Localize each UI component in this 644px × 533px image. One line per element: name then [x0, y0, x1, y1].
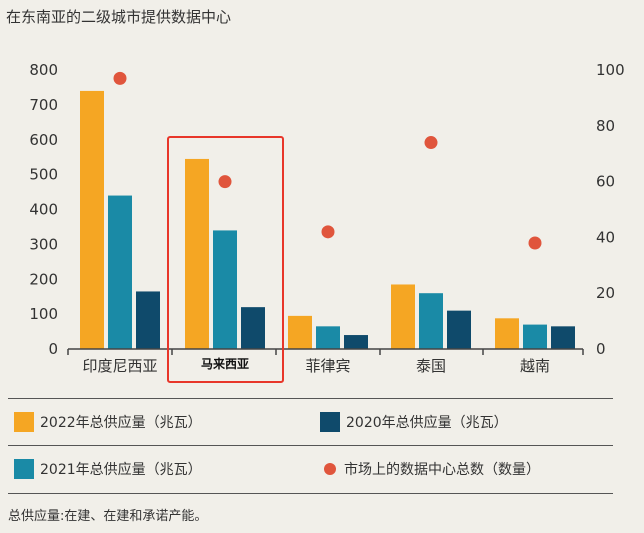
data-center-count-point	[218, 175, 232, 189]
legend-dot-datacenters	[324, 463, 336, 475]
bar	[447, 310, 471, 349]
bar	[523, 324, 547, 349]
y-left-tick-label: 500	[29, 166, 58, 184]
bar	[495, 318, 519, 349]
x-category-label: 印度尼西亚	[82, 357, 157, 375]
x-category-label: 马来西亚	[201, 356, 249, 371]
chart-title: 在东南亚的二级城市提供数据中心	[6, 8, 232, 26]
legend-label-2022: 2022年总供应量（兆瓦）	[40, 415, 202, 431]
legend-label-2020: 2020年总供应量（兆瓦）	[346, 415, 508, 431]
bar-marks	[80, 90, 575, 350]
y-left-tick-label: 0	[48, 340, 58, 358]
x-category-label: 越南	[520, 357, 550, 375]
y-left-tick-label: 800	[29, 61, 58, 79]
bar	[551, 326, 575, 349]
y-right-tick-label: 0	[596, 340, 606, 358]
highlight-box	[167, 136, 284, 383]
data-center-count-point	[424, 136, 438, 150]
legend-divider-top	[8, 398, 613, 399]
y-left-tick-label: 700	[29, 96, 58, 114]
legend: 2022年总供应量（兆瓦） 2020年总供应量（兆瓦） 2021年总供应量（兆瓦…	[8, 398, 613, 494]
bar	[288, 315, 312, 349]
y-right-tick-label: 60	[596, 173, 615, 191]
x-axis-ticks: 印度尼西亚 马来西亚 菲律宾 泰国 越南	[67, 349, 584, 375]
legend-item-datacenters: 市场上的数据中心总数（数量）	[320, 459, 540, 479]
legend-swatch-2021	[14, 459, 34, 479]
legend-swatch-2022	[14, 412, 34, 432]
data-center-count-point	[113, 71, 127, 85]
x-category-label: 泰国	[416, 357, 446, 375]
legend-item-2021: 2021年总供应量（兆瓦）	[14, 459, 202, 479]
bar	[391, 284, 415, 349]
y-left-tick-label: 200	[29, 270, 58, 288]
bar	[213, 230, 237, 349]
chart-plot: 0 100 200 300 400 500 600 700 800 0 20 40 60 80 100 印…	[29, 61, 625, 383]
bar	[108, 195, 132, 349]
legend-label-2021: 2021年总供应量（兆瓦）	[40, 462, 202, 478]
bar	[185, 158, 209, 349]
y-right-tick-label: 80	[596, 117, 615, 135]
y-left-tick-label: 400	[29, 201, 58, 219]
legend-label-datacenters: 市场上的数据中心总数（数量）	[344, 462, 540, 478]
legend-item-2022: 2022年总供应量（兆瓦）	[14, 412, 202, 432]
y-left-tick-label: 300	[29, 235, 58, 253]
dot-marks	[113, 71, 542, 250]
legend-item-2020: 2020年总供应量（兆瓦）	[320, 412, 508, 432]
left-y-axis: 0 100 200 300 400 500 600 700 800	[29, 61, 58, 358]
bar	[136, 291, 160, 349]
y-right-tick-label: 100	[596, 61, 625, 79]
y-right-tick-label: 40	[596, 228, 615, 246]
y-right-tick-label: 20	[596, 284, 615, 302]
bar	[241, 307, 265, 349]
x-category-label: 菲律宾	[305, 357, 350, 375]
legend-divider-middle	[8, 445, 613, 446]
bar	[344, 335, 368, 349]
bar	[316, 326, 340, 349]
footnote: 总供应量:在建、在建和承诺产能。	[8, 509, 208, 524]
legend-swatch-2020	[320, 412, 340, 432]
legend-divider-bottom	[8, 493, 613, 494]
data-center-count-point	[321, 225, 335, 239]
right-y-axis: 0 20 40 60 80 100	[596, 61, 625, 358]
bar	[80, 90, 104, 350]
y-left-tick-label: 100	[29, 305, 58, 323]
data-center-count-point	[528, 236, 542, 250]
bar	[419, 293, 443, 349]
y-left-tick-label: 600	[29, 131, 58, 149]
